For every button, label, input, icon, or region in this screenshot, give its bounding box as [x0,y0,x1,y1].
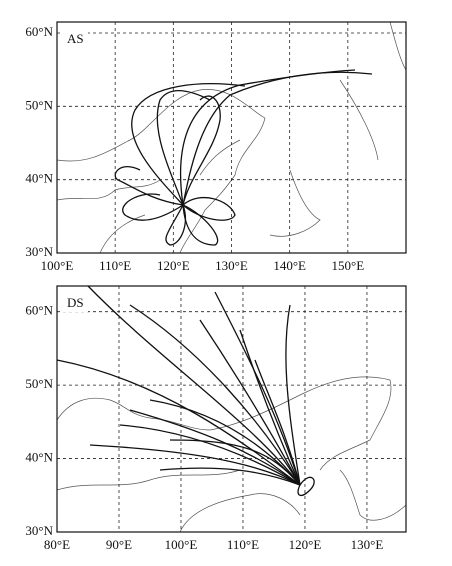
y-tick-label: 50°N [25,97,53,112]
panel-label: AS [67,31,84,46]
x-tick-label: 140°E [273,258,306,273]
x-tick-label: 80°E [44,537,70,552]
x-tick-label: 110°E [227,537,259,552]
y-tick-label: 40°N [25,171,53,186]
x-tick-label: 120°E [289,537,322,552]
x-tick-label: 120°E [157,258,190,273]
borders [56,376,407,533]
label-box [62,30,88,48]
trajectories [56,285,315,497]
x-tick-label: 130°E [351,537,384,552]
y-tick-label: 60°N [25,24,53,39]
y-tick-label: 40°N [25,450,53,465]
y-tick-label: 50°N [25,376,53,391]
panel-ds [56,285,407,533]
x-tick-label: 90°E [106,537,132,552]
y-tick-label: 30°N [25,523,53,538]
y-tick-label: 60°N [25,303,53,318]
y-tick-label: 30°N [25,244,53,259]
label-box [62,294,88,312]
trajectories [114,69,373,246]
x-tick-label: 100°E [41,258,74,273]
x-tick-label: 110°E [99,258,131,273]
panel-label: DS [67,295,84,310]
x-tick-label: 150°E [332,258,365,273]
x-tick-label: 130°E [215,258,248,273]
x-tick-label: 100°E [165,537,198,552]
panel-frame [56,285,407,533]
borders [56,21,407,254]
